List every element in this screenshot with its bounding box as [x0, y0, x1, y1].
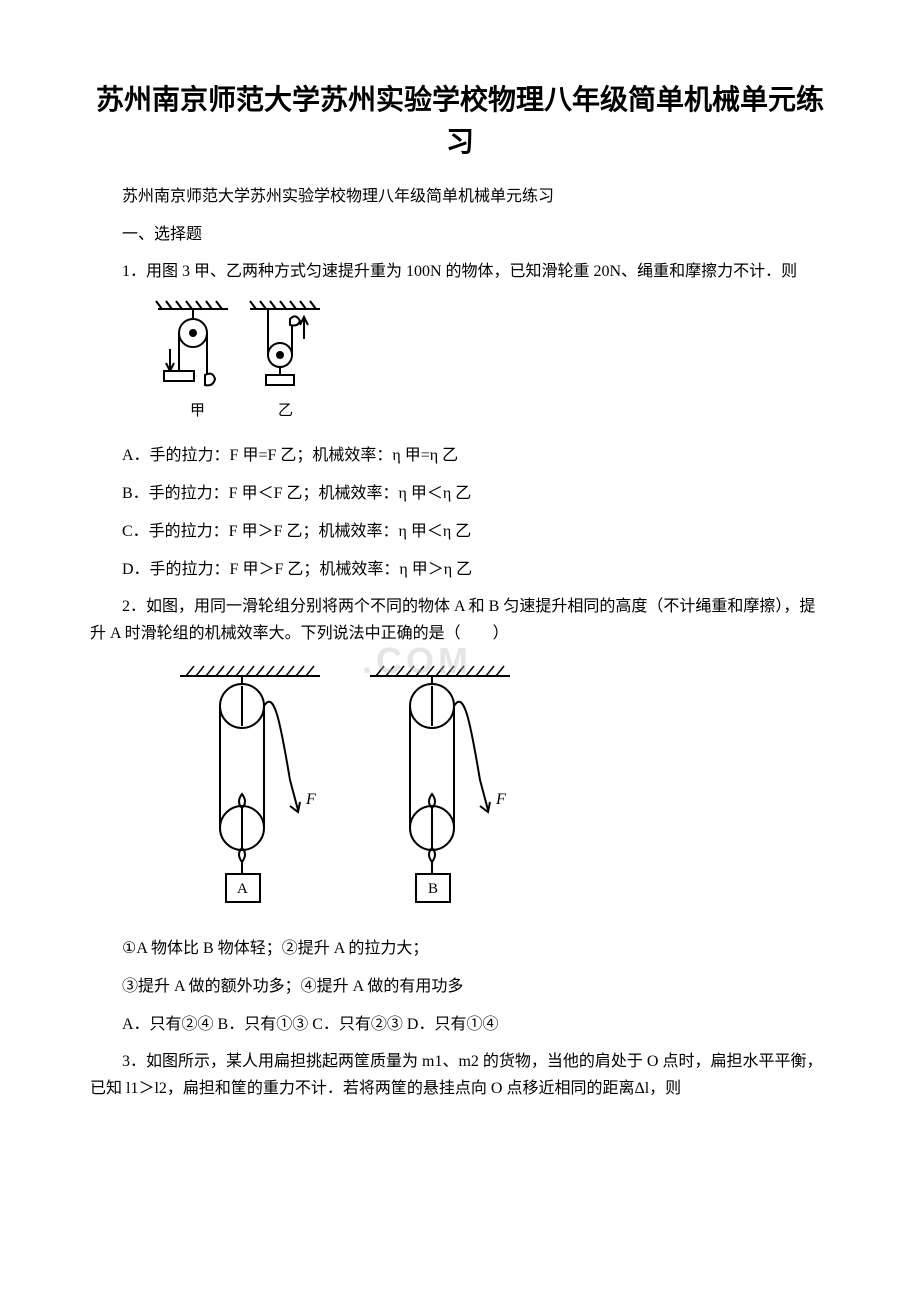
- q1-opt-a: A．手的拉力：F 甲=F 乙；机械效率：η 甲=η 乙: [90, 441, 830, 465]
- section-header-choice: 一、选择题: [90, 220, 830, 244]
- q1-text: 1．用图 3 甲、乙两种方式匀速提升重为 100N 的物体，已知滑轮重 20N、…: [90, 258, 830, 285]
- q1-label-jia: 甲: [190, 403, 205, 419]
- q2-label-f2: F: [495, 791, 506, 808]
- q2-label-b: B: [428, 881, 438, 897]
- q2-line2: ③提升 A 做的额外功多；④提升 A 做的有用功多: [90, 972, 830, 996]
- q2-figure: A F B F: [170, 660, 830, 920]
- subtitle: 苏州南京师范大学苏州实验学校物理八年级简单机械单元练习: [90, 182, 830, 206]
- q1-figure: 甲 乙: [150, 297, 830, 427]
- q2-line1: ①A 物体比 B 物体轻；②提升 A 的拉力大；: [90, 934, 830, 958]
- page-title: 苏州南京师范大学苏州实验学校物理八年级简单机械单元练习: [90, 80, 830, 164]
- q2-label-f1: F: [305, 791, 316, 808]
- q2-label-a: A: [237, 881, 248, 897]
- q1-label-yi: 乙: [278, 403, 293, 419]
- q2-opts: A．只有②④ B．只有①③ C．只有②③ D．只有①④: [90, 1010, 830, 1034]
- q3-text: 3．如图所示，某人用扁担挑起两筐质量为 m1、m2 的货物，当他的肩处于 O 点…: [90, 1048, 830, 1102]
- q1-opt-d: D．手的拉力：F 甲＞F 乙；机械效率：η 甲＞η 乙: [90, 555, 830, 579]
- q1-opt-b: B．手的拉力：F 甲＜F 乙；机械效率：η 甲＜η 乙: [90, 479, 830, 503]
- q2-text: 2．如图，用同一滑轮组分别将两个不同的物体 A 和 B 匀速提升相同的高度（不计…: [90, 593, 830, 647]
- q1-opt-c: C．手的拉力：F 甲＞F 乙；机械效率：η 甲＜η 乙: [90, 517, 830, 541]
